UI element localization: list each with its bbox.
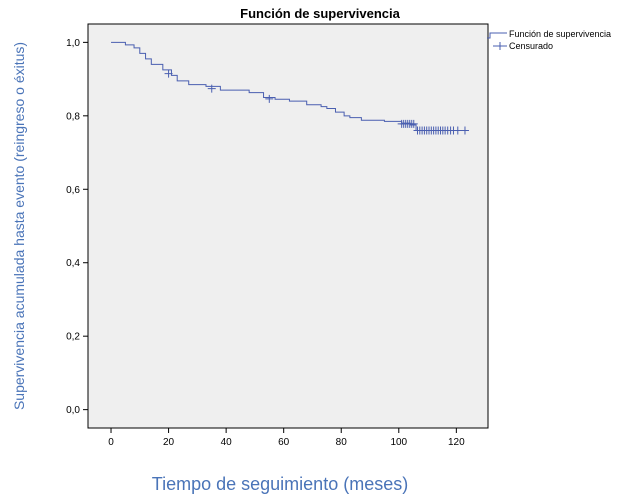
censored-marker — [207, 84, 216, 93]
legend-survival-label: Función de supervivencia — [509, 29, 611, 39]
x-tick-label: 80 — [336, 437, 348, 448]
legend-censored-label: Censurado — [509, 41, 553, 51]
x-tick-label: 100 — [390, 437, 407, 448]
censored-marker — [460, 126, 469, 135]
x-tick-label: 20 — [163, 437, 175, 448]
x-tick-label: 0 — [108, 437, 114, 448]
y-tick-label: 0,2 — [66, 332, 80, 343]
y-tick-label: 0,6 — [66, 185, 80, 196]
censored-marker — [409, 119, 418, 128]
x-tick-label: 40 — [221, 437, 233, 448]
y-tick-label: 0,0 — [66, 405, 80, 416]
x-axis-label: Tiempo de seguimiento (meses) — [152, 474, 408, 494]
y-tick-label: 0,4 — [66, 258, 80, 269]
plot-area — [87, 23, 489, 429]
chart-title: Función de supervivencia — [240, 6, 400, 21]
censored-markers — [164, 69, 469, 135]
x-tick-label: 60 — [278, 437, 290, 448]
censored-marker — [453, 126, 462, 135]
y-axis-label: Supervivencia acumulada hasta evento (re… — [11, 42, 27, 410]
y-tick-label: 1,0 — [66, 38, 80, 49]
legend: Función de supervivencia Censurado — [487, 29, 611, 51]
x-tick-label: 120 — [448, 437, 465, 448]
x-axis: 0 20 40 60 80 100 120 — [108, 428, 465, 448]
legend-censored-swatch — [493, 42, 507, 50]
censored-marker — [164, 69, 173, 78]
y-tick-label: 0,8 — [66, 111, 80, 122]
legend-survival-swatch — [487, 32, 507, 39]
y-axis: 0,0 0,2 0,4 0,6 0,8 1,0 — [66, 38, 88, 416]
censored-marker — [265, 94, 274, 103]
